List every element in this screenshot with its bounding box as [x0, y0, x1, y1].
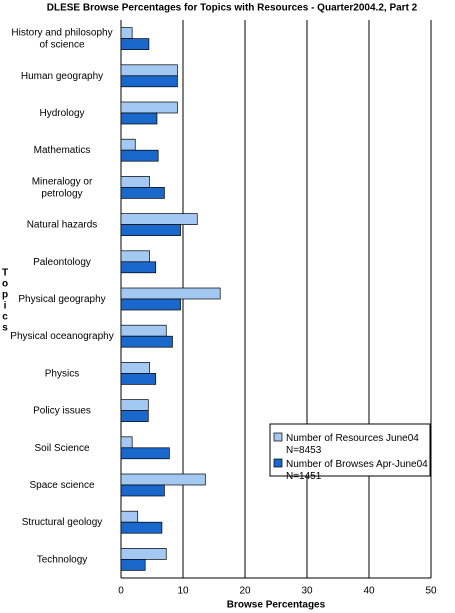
y-tick-label: Structural geology — [22, 517, 103, 528]
x-tick-label: 10 — [177, 586, 189, 597]
bar — [120, 64, 178, 77]
bar — [120, 38, 150, 50]
y-tick-label: Physical oceanography — [10, 331, 113, 342]
bar — [120, 213, 198, 225]
y-tick-label: Physical geography — [18, 294, 105, 305]
legend-swatch — [273, 458, 283, 468]
bar — [120, 373, 157, 385]
bar — [120, 149, 159, 162]
y-tick-label: Mathematics — [34, 145, 91, 156]
y-tick-label: Technology — [37, 554, 88, 565]
bar — [120, 510, 139, 523]
y-tick-label: Human geography — [21, 70, 103, 81]
y-tick-label: Natural hazards — [27, 219, 98, 230]
y-tick-label: Mineralogy or petrology — [32, 176, 93, 199]
bar — [120, 548, 167, 560]
bar — [120, 75, 178, 88]
bar — [120, 447, 170, 460]
bar — [120, 138, 136, 151]
y-tick-label: History and philosophy of science — [11, 27, 112, 50]
bar — [120, 399, 149, 411]
bar — [120, 27, 133, 39]
bar — [120, 559, 146, 571]
y-tick-label: Hydrology — [39, 108, 84, 119]
bar — [120, 521, 163, 534]
y-tick-label: Policy issues — [33, 405, 91, 416]
x-tick-label: 0 — [118, 586, 124, 597]
chart-title: DLESE Browse Percentages for Topics with… — [47, 3, 418, 14]
y-tick-label: Soil Science — [34, 442, 89, 453]
bar — [120, 101, 178, 114]
x-tick-label: 40 — [363, 586, 375, 597]
bar — [120, 324, 167, 337]
x-tick-label: 30 — [301, 586, 313, 597]
bar — [120, 298, 181, 311]
bar — [120, 362, 150, 374]
bar — [120, 187, 165, 199]
bar — [120, 335, 173, 348]
bar — [120, 176, 150, 188]
bar — [120, 112, 158, 125]
bar — [120, 250, 150, 263]
legend-swatch — [273, 432, 283, 442]
legend-label: Number of Resources June04 N=8453 — [286, 433, 419, 456]
y-tick-label: Space science — [29, 480, 94, 491]
bar — [120, 410, 149, 422]
bar — [120, 484, 165, 497]
bar — [120, 224, 181, 236]
x-axis-label: Browse Percentages — [227, 600, 326, 611]
y-tick-label: Paleontology — [33, 256, 91, 267]
legend-box — [269, 423, 431, 477]
bar — [120, 473, 206, 486]
x-tick-label: 50 — [425, 586, 437, 597]
y-tick-label: Physics — [45, 368, 79, 379]
bar — [120, 287, 221, 300]
bar — [120, 261, 157, 274]
x-tick-label: 20 — [239, 586, 251, 597]
bar — [120, 436, 133, 449]
legend-label: Number of Browses Apr-June04 N=1451 — [286, 459, 428, 482]
